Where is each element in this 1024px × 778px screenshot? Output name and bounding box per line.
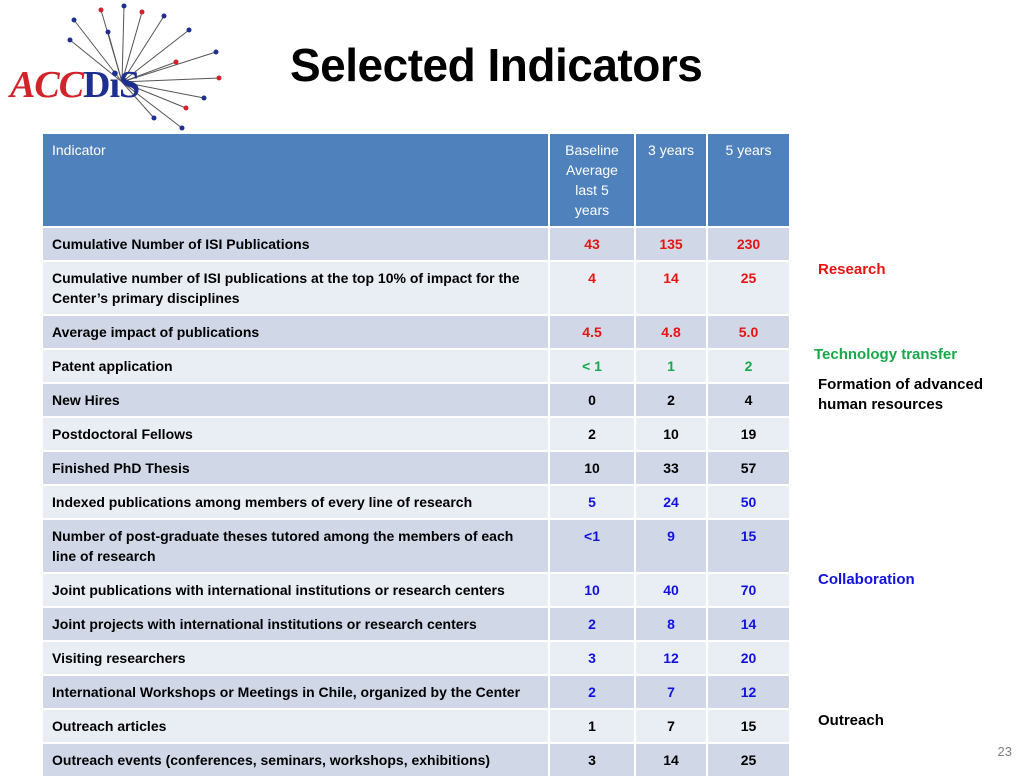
table-row: New Hires 0 2 4 [41, 382, 791, 418]
cell-indicator: Outreach articles [41, 708, 550, 744]
table-row: Average impact of publications 4.5 4.8 5.0 [41, 314, 791, 350]
cell-5-years: 57 [706, 450, 791, 486]
table-row: Cumulative number of ISI publications at… [41, 260, 791, 316]
table-row: Visiting researchers 3 12 20 [41, 640, 791, 676]
cell-indicator: Average impact of publications [41, 314, 550, 350]
cell-5-years: 15 [706, 708, 791, 744]
column-header-indicator: Indicator [41, 132, 550, 228]
category-human-resources: Formation of advanced human resources [818, 376, 984, 413]
cell-indicator: International Workshops or Meetings in C… [41, 674, 550, 710]
cell-indicator: Outreach events (conferences, seminars, … [41, 742, 550, 778]
cell-3-years: 10 [634, 416, 708, 452]
cell-baseline: 2 [548, 674, 636, 710]
cell-baseline: 0 [548, 382, 636, 418]
cell-3-years: 9 [634, 518, 708, 574]
cell-indicator: Number of post-graduate theses tutored a… [41, 518, 550, 574]
column-header-5-years: 5 years [706, 132, 791, 228]
cell-baseline: 4.5 [548, 314, 636, 350]
cell-3-years: 135 [634, 226, 708, 262]
cell-3-years: 33 [634, 450, 708, 486]
cell-baseline: <1 [548, 518, 636, 574]
cell-baseline: 4 [548, 260, 636, 316]
column-header-baseline: Baseline Average last 5 years [548, 132, 636, 228]
cell-5-years: 230 [706, 226, 791, 262]
cell-baseline: 43 [548, 226, 636, 262]
cell-3-years: 2 [634, 382, 708, 418]
cell-indicator: Joint publications with international in… [41, 572, 550, 608]
cell-5-years: 12 [706, 674, 791, 710]
cell-baseline: 2 [548, 416, 636, 452]
cell-baseline: 3 [548, 742, 636, 778]
cell-indicator: Finished PhD Thesis [41, 450, 550, 486]
logo-dis-text: DiS [83, 64, 140, 106]
cell-baseline: < 1 [548, 348, 636, 384]
cell-3-years: 24 [634, 484, 708, 520]
cell-5-years: 2 [706, 348, 791, 384]
category-collaboration: Collaboration [818, 571, 915, 588]
table-row: Indexed publications among members of ev… [41, 484, 791, 520]
cell-baseline: 2 [548, 606, 636, 642]
cell-5-years: 5.0 [706, 314, 791, 350]
table-row: Finished PhD Thesis 10 33 57 [41, 450, 791, 486]
cell-indicator: Patent application [41, 348, 550, 384]
cell-3-years: 14 [634, 260, 708, 316]
table-row: Number of post-graduate theses tutored a… [41, 518, 791, 574]
cell-3-years: 7 [634, 674, 708, 710]
column-header-3-years: 3 years [634, 132, 708, 228]
slide-title: Selected Indicators [290, 39, 703, 91]
table-row: Joint projects with international instit… [41, 606, 791, 642]
category-research: Research [818, 261, 886, 278]
cell-5-years: 4 [706, 382, 791, 418]
logo-acc-text: ACC [10, 64, 84, 106]
cell-3-years: 4.8 [634, 314, 708, 350]
cell-indicator: Visiting researchers [41, 640, 550, 676]
cell-indicator: Joint projects with international instit… [41, 606, 550, 642]
table-header-row: Indicator Baseline Average last 5 years … [41, 132, 791, 228]
cell-baseline: 3 [548, 640, 636, 676]
cell-indicator: Cumulative Number of ISI Publications [41, 226, 550, 262]
cell-5-years: 25 [706, 742, 791, 778]
table-row: Cumulative Number of ISI Publications 43 1… [41, 226, 791, 262]
table-row: International Workshops or Meetings in C… [41, 674, 791, 710]
logo-wordmark: ACCDiS [10, 64, 140, 106]
cell-baseline: 10 [548, 572, 636, 608]
cell-3-years: 7 [634, 708, 708, 744]
category-outreach: Outreach [818, 712, 884, 729]
accdis-logo: ACCDiS [4, 2, 224, 132]
cell-baseline: 10 [548, 450, 636, 486]
cell-5-years: 25 [706, 260, 791, 316]
cell-3-years: 8 [634, 606, 708, 642]
cell-5-years: 14 [706, 606, 791, 642]
cell-3-years: 12 [634, 640, 708, 676]
cell-indicator: New Hires [41, 382, 550, 418]
cell-3-years: 1 [634, 348, 708, 384]
cell-5-years: 50 [706, 484, 791, 520]
cell-indicator: Indexed publications among members of ev… [41, 484, 550, 520]
category-technology-transfer: Technology transfer [814, 346, 958, 363]
cell-baseline: 1 [548, 708, 636, 744]
cell-5-years: 15 [706, 518, 791, 574]
cell-3-years: 40 [634, 572, 708, 608]
indicators-table: Indicator Baseline Average last 5 years … [41, 132, 791, 778]
cell-baseline: 5 [548, 484, 636, 520]
cell-indicator: Postdoctoral Fellows [41, 416, 550, 452]
table-row: Outreach articles 1 7 15 [41, 708, 791, 744]
page-number: 23 [997, 744, 1012, 759]
cell-5-years: 70 [706, 572, 791, 608]
table-row: Joint publications with international in… [41, 572, 791, 608]
cell-indicator: Cumulative number of ISI publications at… [41, 260, 550, 316]
cell-5-years: 20 [706, 640, 791, 676]
cell-5-years: 19 [706, 416, 791, 452]
cell-3-years: 14 [634, 742, 708, 778]
logo-starburst-graphic [67, 3, 222, 131]
table-row: Postdoctoral Fellows 2 10 19 [41, 416, 791, 452]
table-row: Outreach events (conferences, seminars, … [41, 742, 791, 778]
